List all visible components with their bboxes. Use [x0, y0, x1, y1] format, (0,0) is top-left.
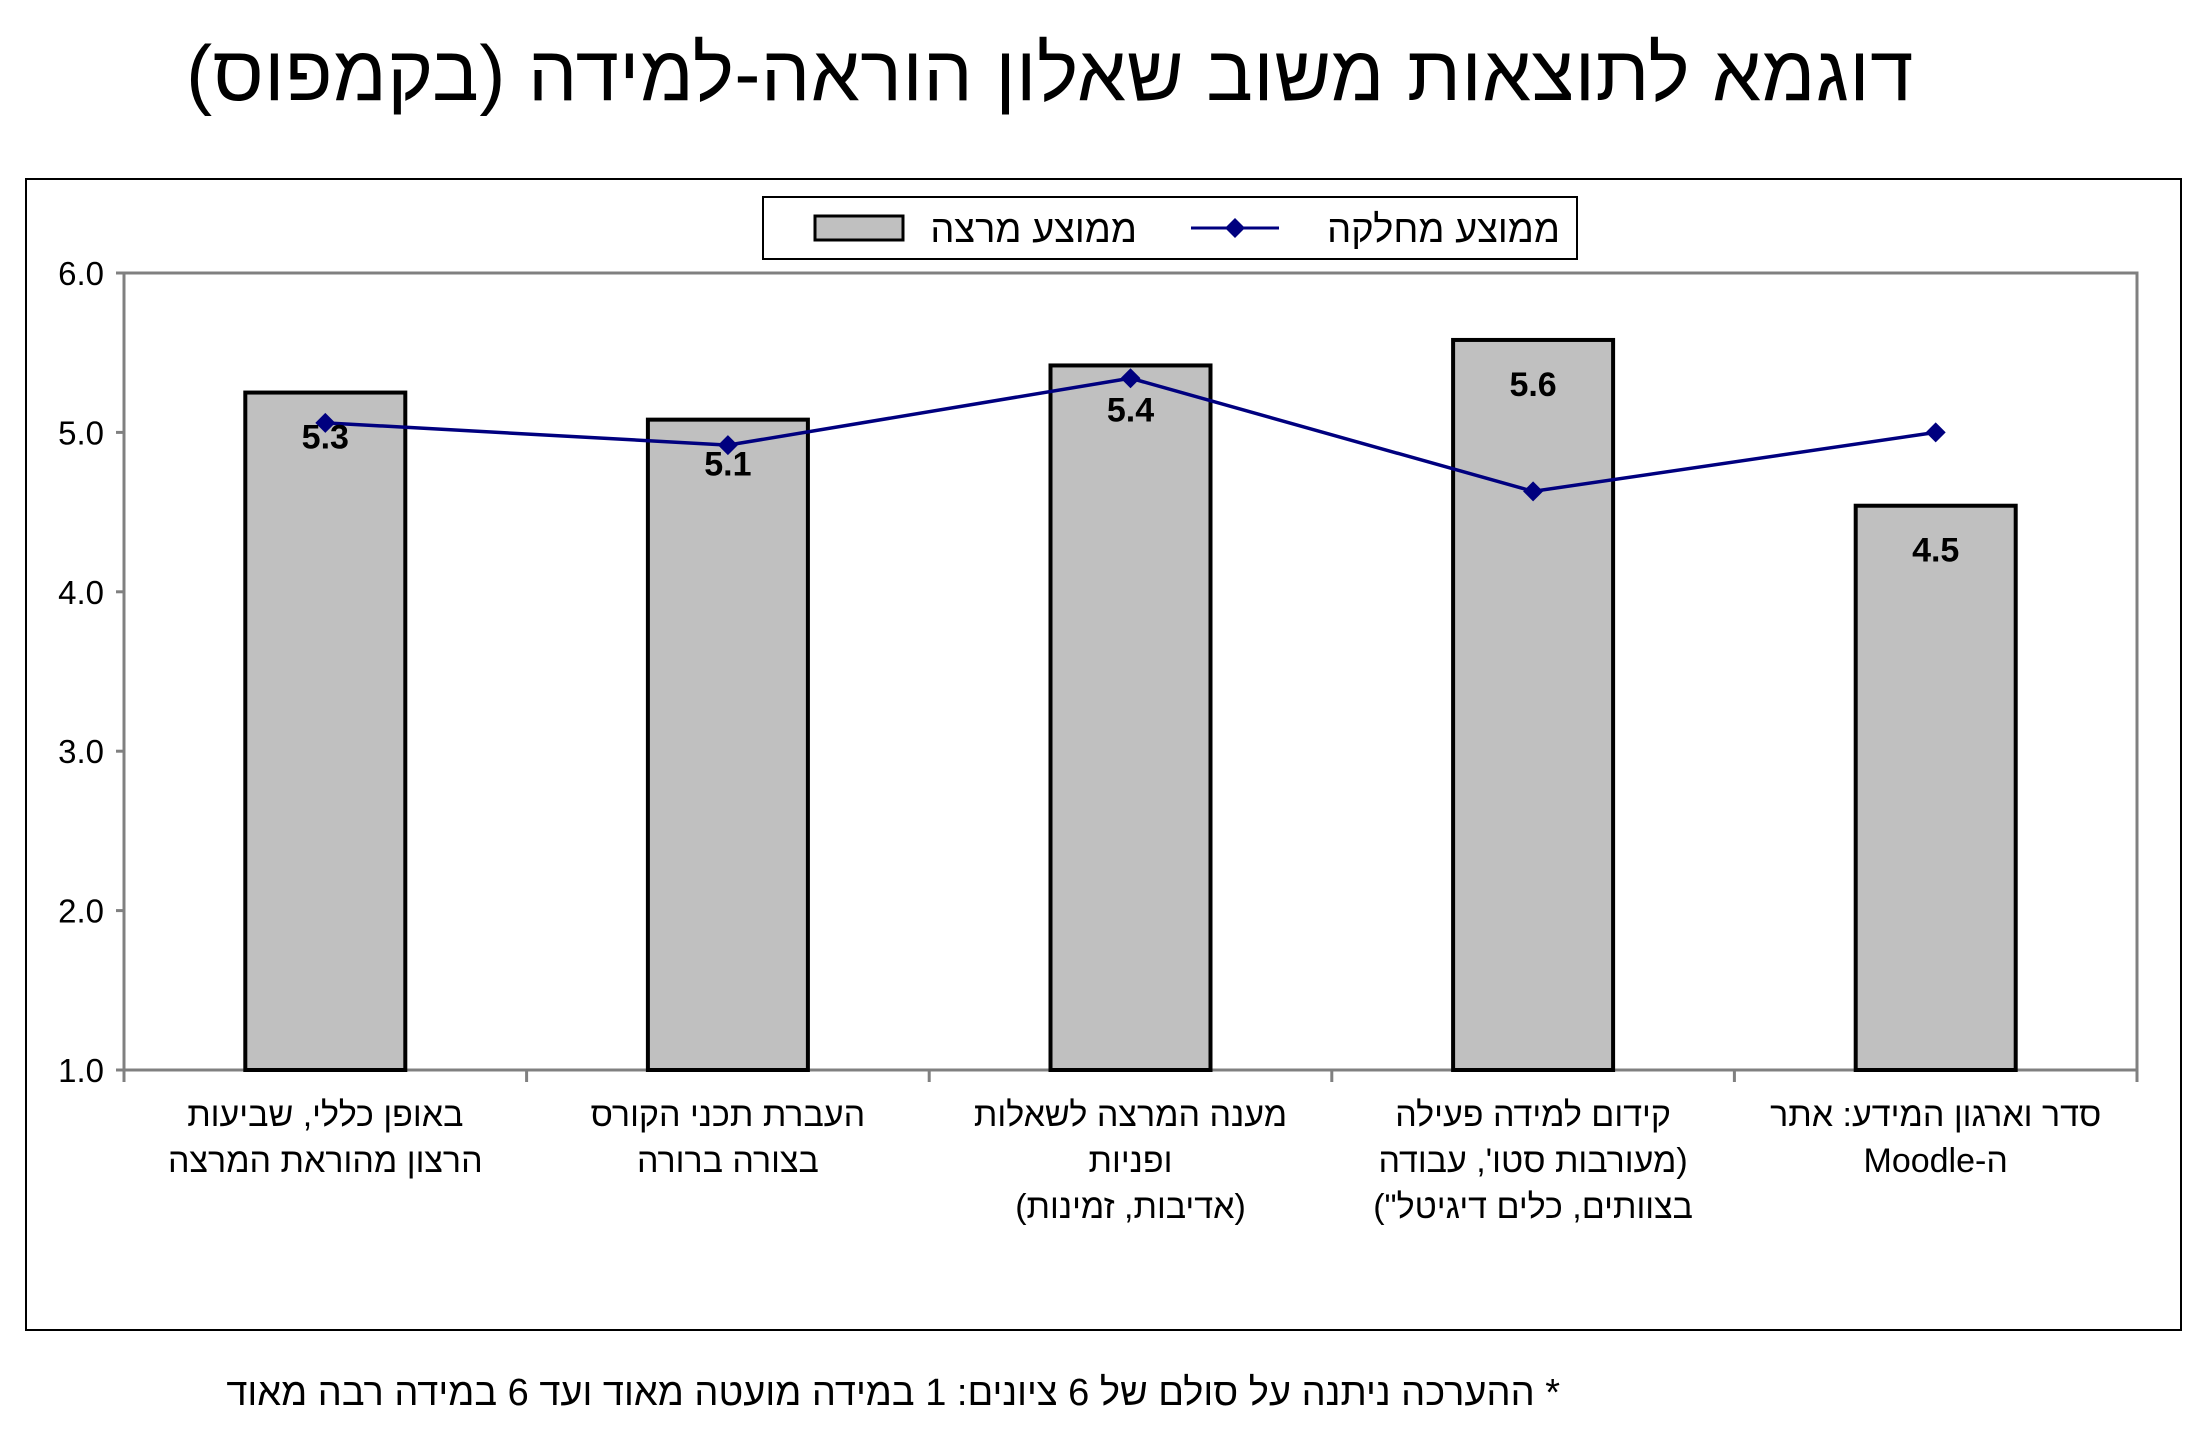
- diamond-marker: [315, 412, 336, 433]
- bar: [1048, 363, 1213, 1072]
- y-tick-label: 6.0: [58, 255, 104, 292]
- bar-value-label: 5.1: [704, 446, 751, 484]
- legend-label-lecturer: ממוצע מרצה: [930, 209, 1137, 251]
- bar: [645, 417, 810, 1072]
- bar-value-label: 5.3: [302, 419, 349, 457]
- chart-frame: 1.0 2.0 3.0 4.0 5.0 6.0 5.3 5.1 5.4 5.6 4.5 באופן…: [25, 178, 2182, 1331]
- bar-value-label: 5.4: [1107, 391, 1154, 429]
- line-series: [315, 368, 1946, 502]
- bar-value-labels: 5.3 5.1 5.4 5.6 4.5: [302, 366, 1960, 570]
- category-label: סדר וארגון המידע: אתר ה-Moodle: [1770, 1096, 2101, 1180]
- y-tick-label: 5.0: [58, 414, 104, 451]
- x-axis: [122, 1070, 2139, 1082]
- diamond-marker: [1925, 422, 1946, 443]
- bar-series: [243, 337, 2018, 1073]
- y-axis: 1.0 2.0 3.0 4.0 5.0 6.0: [58, 255, 124, 1089]
- diamond-marker: [717, 435, 738, 456]
- page-title: דוגמא לתוצאות משוב שאלון הוראה-למידה (בק…: [186, 29, 1914, 117]
- bar-value-label: 4.5: [1912, 532, 1959, 570]
- category-label: העברת תכני הקורס בצורה ברורה: [591, 1096, 866, 1180]
- bar-value-label: 5.6: [1509, 366, 1556, 404]
- footnote: * ההערכה ניתנה על סולם של 6 ציונים: 1 במ…: [226, 1372, 1560, 1414]
- category-labels: באופן כללי, שביעות הרצון מהוראת המרצה העבר…: [168, 1096, 2101, 1226]
- category-label: באופן כללי, שביעות הרצון מהוראת המרצה: [168, 1096, 483, 1180]
- legend: ממוצע מחלקה ממוצע מרצה: [762, 196, 1578, 260]
- category-label: קידום למידה פעילה (מעורבות סטו', עבודה בצו…: [1373, 1096, 1693, 1226]
- legend-label-department: ממוצע מחלקה: [1327, 209, 1560, 251]
- bar: [243, 390, 408, 1073]
- diamond-marker: [1120, 368, 1141, 389]
- bar: [1853, 503, 2018, 1072]
- y-tick-label: 4.0: [58, 574, 104, 611]
- legend-diamond-marker: [1225, 218, 1245, 238]
- y-tick-label: 3.0: [58, 733, 104, 770]
- y-tick-label: 2.0: [58, 893, 104, 930]
- legend-bar-swatch: [813, 214, 905, 242]
- bar: [1451, 337, 1616, 1072]
- category-label: מענה המרצה לשאלות ופניות (אדיבות, זמינות): [974, 1096, 1287, 1226]
- diamond-marker: [1523, 481, 1544, 502]
- y-tick-label: 1.0: [58, 1052, 104, 1089]
- chart: 1.0 2.0 3.0 4.0 5.0 6.0 5.3 5.1 5.4 5.6 4.5 באופן…: [58, 196, 2139, 1226]
